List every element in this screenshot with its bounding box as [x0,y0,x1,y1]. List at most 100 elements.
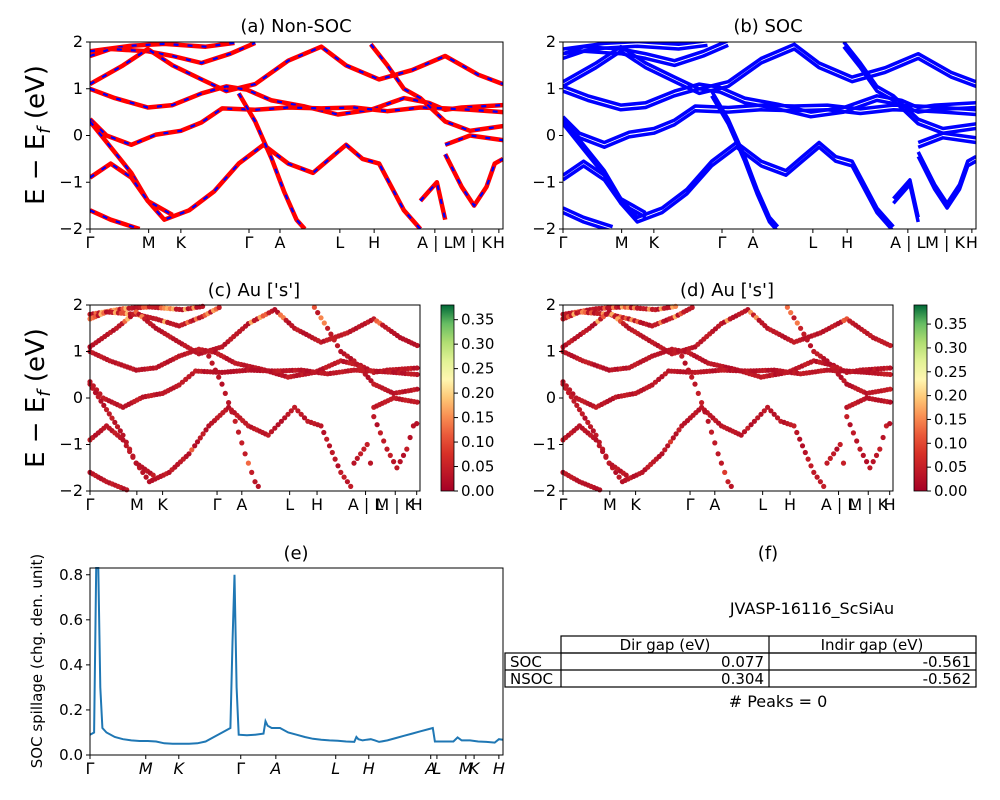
x-tick-label: Γ [686,495,695,514]
band-point [877,446,883,452]
band-point [216,304,222,311]
band-line [563,43,708,56]
band-point [206,353,212,359]
band-line [563,43,729,68]
band-point [203,427,209,433]
band-point [301,415,308,421]
x-tick-label: H [311,495,323,514]
band-point [216,374,222,380]
band-point [98,398,104,404]
band-point [407,434,413,441]
band-line-dashed [90,42,235,53]
band-point [101,402,107,408]
band-point [808,463,814,469]
band-point [725,479,731,485]
band-point [222,390,228,396]
band-point [887,421,893,427]
band-line [418,180,448,221]
band-point [90,385,96,391]
x-tick-label: M [139,759,153,778]
band-point [794,429,800,436]
x-tick-label: H [841,233,853,252]
y-tick-label: −1 [59,172,83,191]
band-point [332,456,338,462]
table-cell-soc-indir: -0.561 [923,653,971,671]
band-point [887,365,893,371]
x-tick-label: M [142,233,156,252]
panel-e-ylabel: SOC spillage (chg. den. unit) [28,554,46,769]
band-point [109,415,115,421]
y-tick-label: −1 [532,172,556,191]
y-tick-label: 2 [546,295,556,314]
band-point [414,342,420,349]
band-point [887,386,893,392]
colorbar-tick-label: 0.00 [461,482,494,500]
band-point [278,418,284,424]
panel-c-ylabel: E − Ef (eV) [21,328,55,468]
panel-d-points [560,303,893,493]
colorbar-strip [913,304,928,492]
band-point [728,483,734,489]
band-line [563,211,612,229]
x-tick-label: M [603,495,617,514]
colorbar-tick-label: 0.20 [461,384,494,402]
band-line [710,90,780,228]
x-tick-label: L [331,759,340,778]
band-point [348,483,354,489]
x-tick-label: K [176,233,187,252]
band-point [95,394,101,400]
band-point [130,454,136,460]
band-point [232,418,238,424]
band-point [354,455,360,461]
band-point [600,448,606,455]
x-tick-label: H [784,495,796,514]
band-point [761,408,767,414]
x-tick-label: A | L [348,495,384,514]
band-point [252,479,258,485]
band-point [667,439,674,445]
band-point [802,449,808,456]
x-tick-label: L [432,759,441,778]
panel-c: (c) Au ['s'] E − Ef (eV) 210−1−2Γ M K Γ A L H A… [21,280,494,514]
table-cell-soc-dir: 0.077 [721,653,764,671]
band-point [840,460,847,466]
band-point [124,487,130,493]
band-point [255,483,261,489]
colorbar-tick-label: 0.00 [934,482,967,500]
y-tick-label: 0.2 [59,701,83,719]
x-tick-label: Γ [236,759,245,778]
band-point [880,434,886,441]
y-tick-label: 0.4 [59,656,83,674]
band-point [887,399,893,405]
y-tick-label: 1 [73,79,83,98]
band-point [374,422,380,428]
band-point [394,465,400,471]
x-tick-label: H [884,495,896,514]
band-point [887,342,893,349]
band-point [722,469,728,475]
band-point [692,381,698,387]
band-point [864,459,870,465]
band-point [311,304,317,310]
band-point [371,414,377,420]
colorbar-strip [440,304,455,492]
colorbar-tick-label: 0.10 [461,433,494,451]
band-line [892,178,920,218]
band-point [870,459,876,465]
band-line [90,44,503,94]
band-line [563,42,708,51]
colorbar-tick-label: 0.25 [461,360,494,378]
band-point [117,428,123,434]
band-line [443,153,503,208]
x-tick-label: A | L [821,495,857,514]
band-line [563,164,647,219]
x-tick-label: M [130,495,144,514]
y-tick-label: −1 [532,435,556,454]
band-point [335,463,341,469]
band-point [587,424,594,430]
colorbar-tick-label: 0.15 [934,410,967,428]
band-point [315,310,321,316]
band-point [801,331,807,337]
